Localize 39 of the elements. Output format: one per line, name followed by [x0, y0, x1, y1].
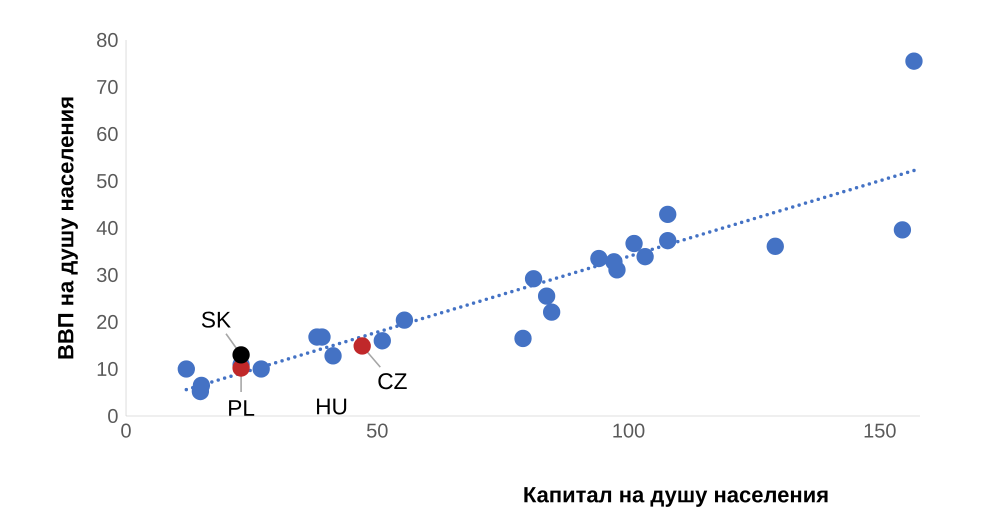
point: [324, 347, 342, 364]
x-tick-label: 100: [613, 424, 644, 438]
point: [396, 311, 414, 329]
point: [590, 250, 608, 268]
x-tick-label: 150: [864, 424, 896, 438]
point: [625, 234, 643, 252]
y-tick-label: 70: [97, 80, 118, 94]
point: [524, 270, 542, 288]
point: [659, 232, 676, 250]
point: [514, 330, 532, 348]
y-axis-title: ВВП на душу населения: [58, 98, 78, 359]
y-tick-label: 0: [108, 408, 118, 424]
y-tick-label: 60: [97, 126, 118, 142]
x-axis-title: Капитал на душу населения: [524, 487, 828, 507]
point: [542, 303, 560, 321]
annotation: HU: [317, 398, 346, 415]
point: [232, 346, 250, 364]
point: [354, 337, 371, 355]
y-tick-label: 80: [97, 32, 118, 48]
y-tick-label: 30: [96, 268, 118, 282]
x-tick-label: 0: [121, 424, 131, 438]
point: [374, 332, 391, 350]
point: [608, 261, 626, 278]
y-tick-label: 40: [96, 220, 118, 236]
annotation: PL: [229, 400, 254, 416]
annotation: CZ: [378, 373, 407, 390]
y-tick-label: 10: [98, 362, 118, 376]
point: [766, 238, 784, 255]
point: [538, 287, 556, 305]
point: [178, 360, 195, 378]
point: [636, 248, 654, 266]
y-tick-label: 50: [97, 174, 118, 188]
y-tick-label: 20: [97, 314, 118, 330]
point: [905, 52, 923, 70]
point: [252, 360, 270, 378]
point: [659, 206, 676, 224]
x-tick-label: 50: [366, 424, 388, 438]
annotation: SK: [202, 312, 231, 328]
point: [894, 221, 912, 239]
